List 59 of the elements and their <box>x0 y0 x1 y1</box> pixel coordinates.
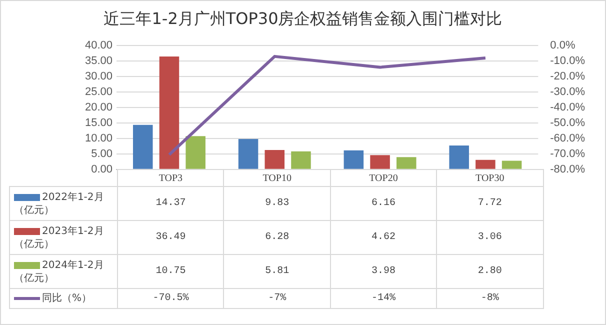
y2-tick-label: -60.0% <box>550 132 586 144</box>
legend-label: 2023年1-2月（亿元） <box>14 226 104 250</box>
y2-tick-label: -80.0% <box>550 163 586 176</box>
data-label: -8% <box>436 288 544 309</box>
bar <box>132 124 153 169</box>
bar <box>370 155 390 169</box>
legend-cell: 2024年1-2月（亿元） <box>10 254 118 289</box>
data-label: -14% <box>330 288 437 309</box>
bar <box>502 160 522 169</box>
bar <box>344 150 364 169</box>
data-label: -70.5% <box>118 288 224 309</box>
x-tick-label: TOP3 <box>118 170 224 187</box>
data-label: 5.81 <box>224 254 330 289</box>
y2-tick-label: 0.0% <box>550 40 576 52</box>
legend-cell: 2023年1-2月（亿元） <box>10 220 118 255</box>
y-tick-label: 0.00 <box>91 163 113 176</box>
y2-tick-label: -40.0% <box>550 102 586 114</box>
bar <box>186 136 206 169</box>
data-label: -7% <box>224 288 330 309</box>
y2-tick-label: -70.0% <box>550 148 586 160</box>
legend-cell: 2022年1-2月（亿元） <box>10 186 118 221</box>
legend-cell: 同比（%） <box>10 288 118 309</box>
y-tick-label: 5.00 <box>91 148 113 160</box>
x-tick-label: TOP20 <box>330 170 437 187</box>
y-tick-label: 25.00 <box>84 86 113 98</box>
legend-label: 2024年1-2月（亿元） <box>14 260 104 284</box>
bar <box>238 138 258 169</box>
data-label: 36.49 <box>118 220 224 255</box>
y2-tick-label: -20.0% <box>550 70 586 83</box>
data-label: 2.80 <box>436 254 544 289</box>
bar <box>396 157 416 169</box>
data-label: 14.37 <box>118 186 224 221</box>
y2-tick-label: -30.0% <box>550 86 586 98</box>
y-tick-label: 35.00 <box>84 55 113 68</box>
bar <box>291 151 311 169</box>
y-tick-label: 30.00 <box>84 70 113 83</box>
y2-tick-label: -50.0% <box>550 117 586 130</box>
x-tick-label: TOP10 <box>224 170 330 187</box>
data-label: 3.06 <box>436 220 544 255</box>
y-tick-label: 40.00 <box>84 40 113 52</box>
bar <box>264 150 285 169</box>
data-label: 6.16 <box>330 186 437 221</box>
data-label: 9.83 <box>224 186 330 221</box>
chart-title: 近三年1-2月广州TOP30房企权益销售金额入围门槛对比 <box>102 9 504 30</box>
y-tick-label: 15.00 <box>84 117 113 130</box>
data-label: 4.62 <box>330 220 437 255</box>
data-label: 7.72 <box>436 186 544 221</box>
bar <box>449 146 469 169</box>
bar <box>476 160 496 169</box>
data-label: 10.75 <box>118 254 224 289</box>
y2-tick-label: -10.0% <box>550 55 586 68</box>
x-tick-label: TOP30 <box>436 170 544 187</box>
data-label: 6.28 <box>224 220 330 255</box>
bar <box>159 56 180 169</box>
legend-label: 2022年1-2月（亿元） <box>14 192 104 216</box>
legend-label: 同比（%） <box>42 293 92 304</box>
data-label: 3.98 <box>330 254 437 289</box>
y-tick-label: 10.00 <box>84 132 113 144</box>
y-tick-label: 20.00 <box>84 102 113 114</box>
